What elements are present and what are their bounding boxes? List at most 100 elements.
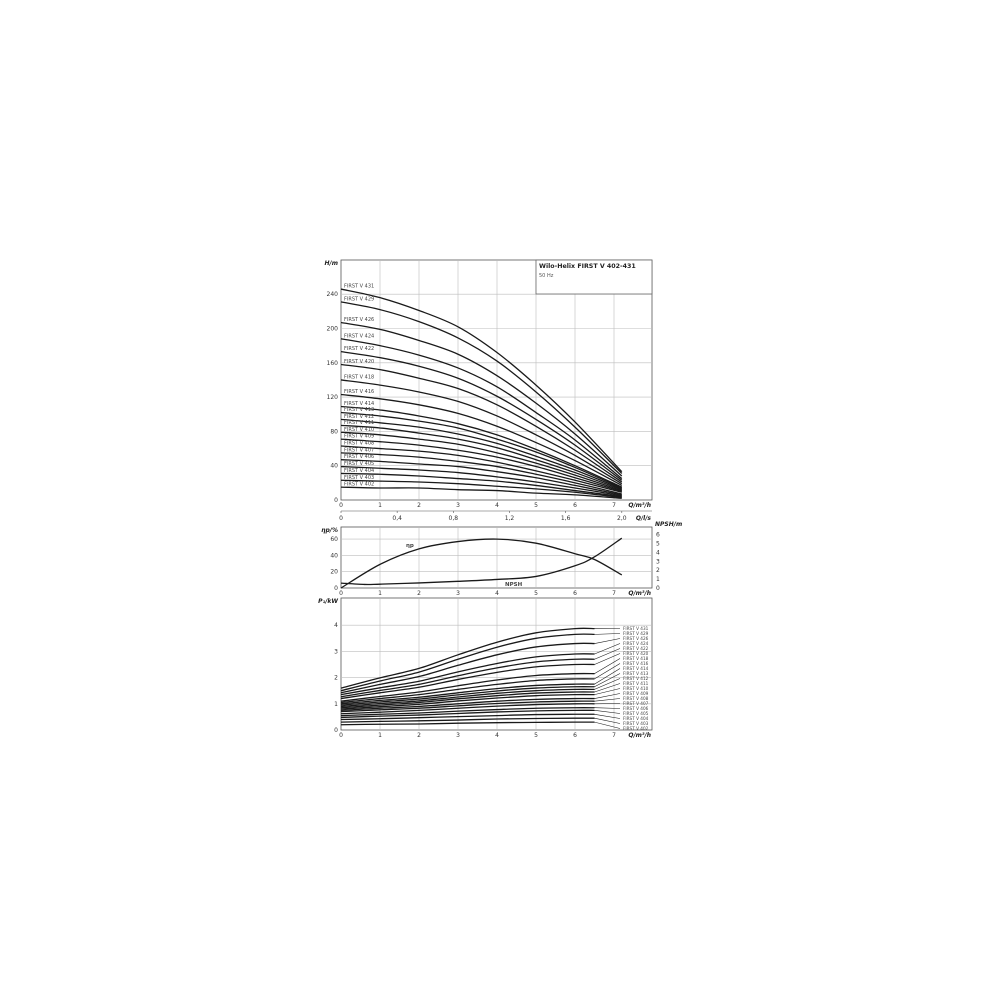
npsh-y-tick: 6 <box>656 532 660 539</box>
power-curve <box>340 633 595 692</box>
ls-x-tick: 0,4 <box>392 515 402 522</box>
power-label-leader <box>594 668 621 685</box>
power-curve <box>340 700 595 713</box>
ls-x-tick: 2,0 <box>617 515 627 522</box>
eff-frame <box>340 526 653 589</box>
power-label-leader <box>594 643 621 655</box>
power-curve-label: FIRST V 411 <box>623 681 649 686</box>
power-curve <box>340 683 595 705</box>
eff-y-tick: 40 <box>330 552 338 559</box>
head-curve <box>340 472 622 498</box>
eff-y-tick: 60 <box>330 536 338 543</box>
head-curve <box>340 479 622 499</box>
power-curve-label: FIRST V 404 <box>623 716 649 721</box>
power-curve-label: FIRST V 406 <box>623 706 649 711</box>
power-curve <box>340 709 595 719</box>
power-curve-label: FIRST V 402 <box>623 726 649 731</box>
head-curve-label: FIRST V 402 <box>344 482 374 488</box>
power-curve-label: FIRST V 426 <box>623 636 649 641</box>
head-y-tick: 40 <box>330 463 338 470</box>
power-curve <box>340 672 595 702</box>
head-x-tick: 4 <box>495 502 499 509</box>
power-curve-label: FIRST V 403 <box>623 721 649 726</box>
power-label-leader <box>594 707 621 709</box>
power-label-leader <box>594 710 621 714</box>
power-curve-label: FIRST V 429 <box>623 631 649 636</box>
head-curve-label: FIRST V 422 <box>344 346 374 352</box>
head-curve-label: FIRST V 416 <box>344 389 374 395</box>
power-curve-label: FIRST V 424 <box>623 641 649 646</box>
eff-x-tick: 6 <box>573 590 577 597</box>
head-curve-label: FIRST V 424 <box>344 333 374 339</box>
power-label-leader <box>594 688 621 695</box>
power-x-label: Q/m³/h <box>628 732 651 739</box>
power-curve <box>340 627 595 689</box>
ls-x-tick: 1,2 <box>505 515 515 522</box>
head-curve <box>340 288 623 473</box>
head-curve-label: FIRST V 412 <box>344 414 374 420</box>
chart-title: Wilo-Helix FIRST V 402-431 <box>539 263 636 270</box>
power-y-label: P₁/kW <box>318 598 338 605</box>
head-curve <box>340 405 623 488</box>
head-x-tick: 6 <box>573 502 577 509</box>
head-curve-label: FIRST V 403 <box>344 475 374 481</box>
eff-x-tick: 2 <box>417 590 421 597</box>
head-curve-label: FIRST V 411 <box>344 420 374 426</box>
power-label-leader <box>594 648 621 660</box>
power-curve <box>340 658 595 698</box>
power-curve-label: FIRST V 416 <box>623 661 649 666</box>
power-curve <box>340 707 595 717</box>
power-curve-label: FIRST V 408 <box>623 696 649 701</box>
power-label-leader <box>594 653 621 665</box>
power-label-leader <box>594 673 621 688</box>
power-curve <box>340 713 595 721</box>
head-curve <box>340 321 623 477</box>
head-curve-label: FIRST V 414 <box>344 401 374 407</box>
power-curve <box>340 721 595 726</box>
head-y-tick: 200 <box>327 326 339 333</box>
head-curve-label: FIRST V 431 <box>344 284 374 290</box>
head-x-tick: 5 <box>534 502 538 509</box>
head-curve-label: FIRST V 418 <box>344 374 374 380</box>
power-curve-label: FIRST V 407 <box>623 701 649 706</box>
eff-x-tick: 1 <box>378 590 382 597</box>
ls-x-label: Q/l/s <box>636 515 652 522</box>
ls-x-tick: 0 <box>339 515 343 522</box>
head-curve-label: FIRST V 426 <box>344 317 374 323</box>
npsh-y-tick: 5 <box>656 541 660 548</box>
ls-x-tick: 0,8 <box>449 515 459 522</box>
power-label-leader <box>594 658 621 674</box>
head-curve-label: FIRST V 405 <box>344 461 374 467</box>
power-curve-label: FIRST V 414 <box>623 666 649 671</box>
power-label-leader <box>594 713 621 719</box>
head-curve <box>340 351 623 481</box>
eff-x-label: Q/m³/h <box>628 590 651 597</box>
head-curve <box>340 411 623 489</box>
power-label-leader <box>594 721 621 729</box>
power-curve-label: FIRST V 413 <box>623 671 649 676</box>
power-x-tick: 0 <box>339 732 343 739</box>
npsh-curve <box>340 537 623 586</box>
head-curve-label: FIRST V 407 <box>344 447 374 453</box>
head-y-tick: 160 <box>327 360 339 367</box>
head-curve <box>340 465 622 497</box>
eff-y-label: ηp/% <box>321 527 338 534</box>
power-label-leader <box>594 638 621 644</box>
power-label-leader <box>594 698 621 702</box>
eff-x-tick: 3 <box>456 590 460 597</box>
head-curve <box>340 363 623 483</box>
npsh-y-tick: 3 <box>656 558 660 565</box>
power-curve <box>340 678 595 704</box>
power-curve <box>340 703 595 715</box>
power-curve-label: FIRST V 410 <box>623 686 649 691</box>
power-label-leader <box>594 633 621 635</box>
power-label-leader <box>594 663 621 680</box>
title-box <box>535 259 653 295</box>
npsh-y-label: NPSH/m <box>655 521 682 528</box>
head-curve <box>340 301 623 474</box>
power-y-tick: 3 <box>334 648 338 655</box>
head-curve-label: FIRST V 420 <box>344 359 374 365</box>
eff-x-tick: 0 <box>339 590 343 597</box>
head-curve <box>340 438 622 493</box>
head-x-tick: 0 <box>339 502 343 509</box>
